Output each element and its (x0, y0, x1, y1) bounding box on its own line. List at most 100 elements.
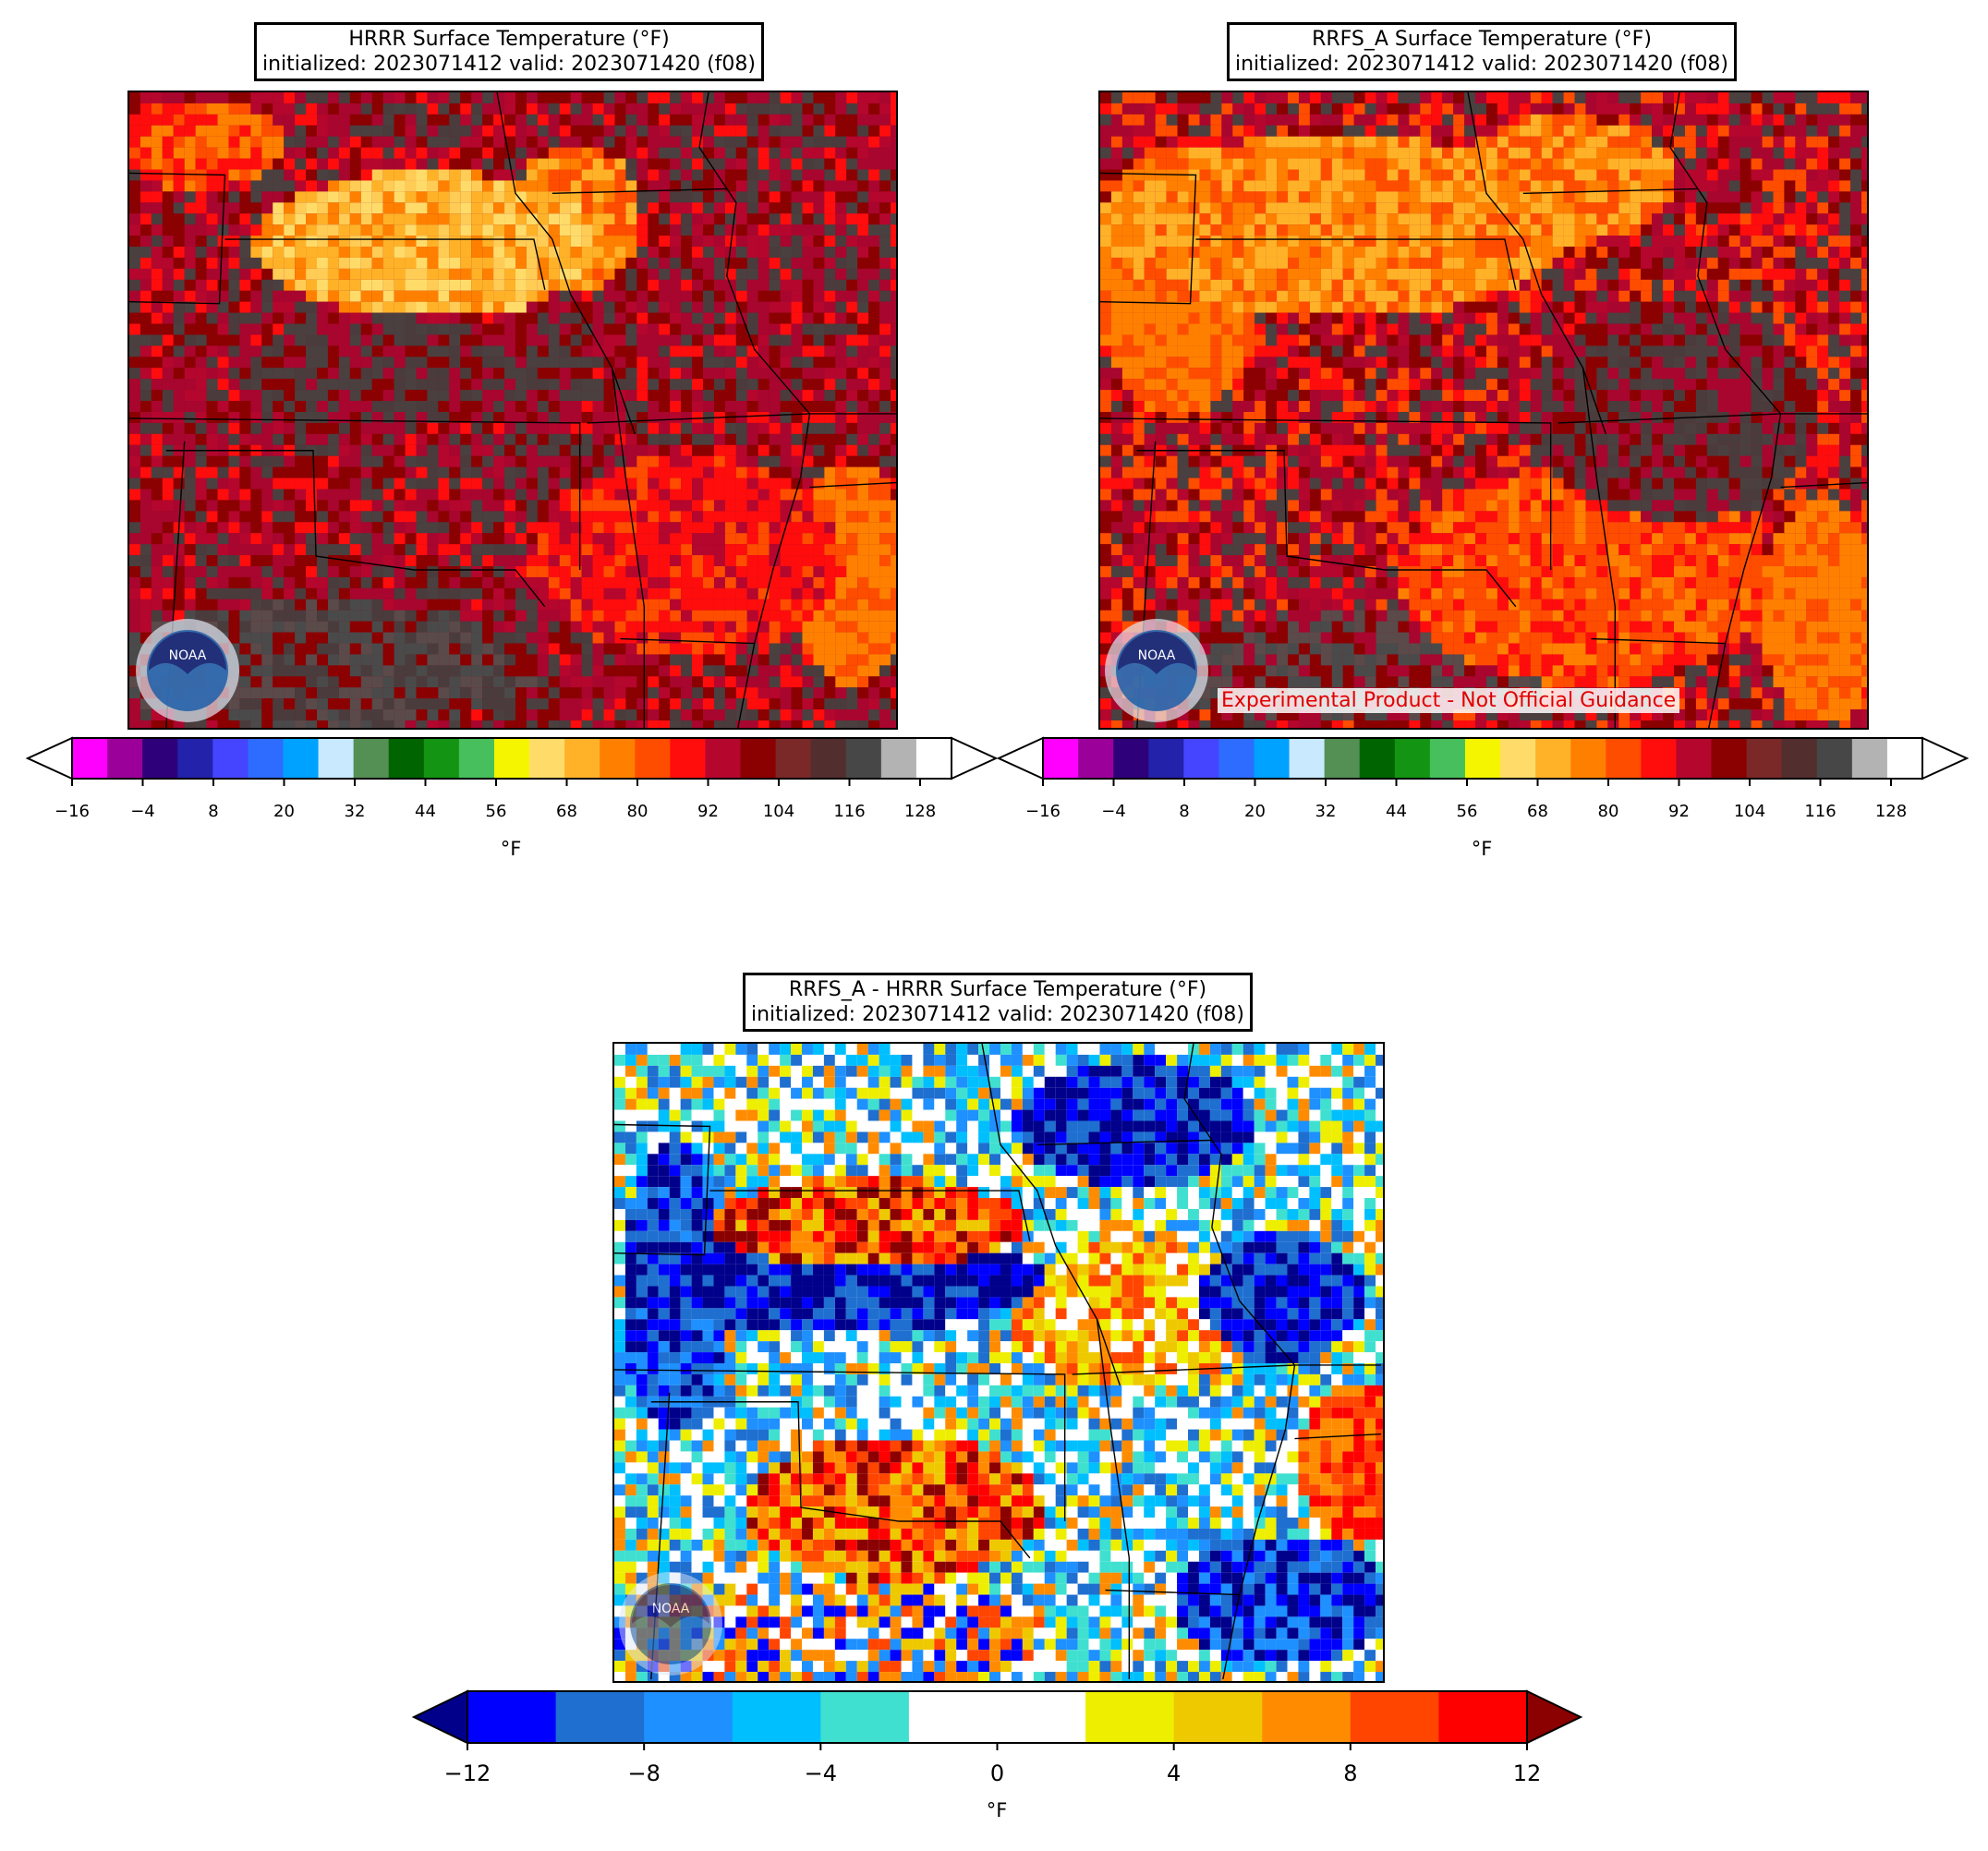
colorbar-tick-label: 32 (344, 802, 366, 821)
colorbar-bin (1350, 1691, 1439, 1743)
colorbar-bin (1113, 738, 1149, 779)
colorbar-bin (555, 1691, 645, 1743)
rrfs-title: RRFS_A Surface Temperature (°F) initiali… (1227, 22, 1737, 81)
colorbar-bin (248, 738, 284, 779)
state-boundary (1780, 481, 1867, 489)
colorbar-bin (1570, 738, 1606, 779)
colorbar-tick-label: −4 (1101, 802, 1126, 821)
colorbar-tick-label: 92 (1668, 802, 1690, 821)
colorbar-bin (564, 738, 600, 779)
state-boundary (809, 481, 896, 489)
colorbar-bin (493, 738, 530, 779)
colorbar-bin (1781, 738, 1818, 779)
colorbar-bin (908, 1691, 998, 1743)
colorbar-tick-label: 104 (1733, 802, 1766, 821)
state-boundary (1100, 172, 1197, 305)
colorbar-tick-label: 56 (485, 802, 507, 821)
colorbar-tick-label: 44 (1386, 802, 1407, 821)
colorbar-bin (1324, 738, 1361, 779)
colorbar-bin (353, 738, 390, 779)
colorbar-frame (71, 737, 952, 780)
colorbar-bin (1262, 1691, 1352, 1743)
colorbar-bin (1183, 738, 1219, 779)
colorbar-bin (740, 738, 777, 779)
state-boundary (1522, 188, 1698, 195)
difference-title: RRFS_A - HRRR Surface Temperature (°F) i… (743, 973, 1253, 1032)
state-boundary (737, 413, 811, 728)
rrfs-colorbar-units: °F (1471, 838, 1493, 860)
state-boundary (496, 92, 636, 435)
colorbar-tick-label: 104 (762, 802, 795, 821)
colorbar-tick-label: 20 (1244, 802, 1266, 821)
state-boundary (611, 368, 646, 728)
colorbar-bin (423, 738, 460, 779)
svg-text:NOAA: NOAA (169, 648, 207, 663)
colorbar-tick-label: −16 (1025, 802, 1061, 821)
state-boundary (1036, 1139, 1212, 1146)
colorbar-tick-label: 0 (989, 1760, 1005, 1786)
colorbar-bin (1886, 738, 1923, 779)
difference-map (612, 1042, 1385, 1683)
state-boundary (129, 172, 226, 305)
colorbar-over-arrow (1526, 1689, 1583, 1745)
colorbar-bin (1289, 738, 1326, 779)
hrrr-colorbar-units: °F (500, 838, 522, 860)
state-boundary (1183, 1044, 1295, 1366)
colorbar-tick-label: 80 (626, 802, 649, 821)
colorbar-bin (142, 738, 178, 779)
state-boundary (1708, 413, 1782, 728)
colorbar-tick-label: 12 (1512, 1760, 1542, 1786)
colorbar-bin (1429, 738, 1466, 779)
colorbar-bin (1438, 1691, 1528, 1743)
rrfs-title-line2: initialized: 2023071412 valid: 202307142… (1235, 53, 1728, 76)
noaa-logo: NOAA (619, 1572, 722, 1676)
difference-colorbar-units: °F (986, 1799, 1008, 1821)
state-boundary (165, 450, 546, 608)
state-boundary (129, 417, 581, 570)
colorbar-bin (600, 738, 636, 779)
colorbar-bin (644, 1691, 733, 1743)
colorbar-tick-label: 80 (1597, 802, 1619, 821)
state-boundary (552, 188, 727, 195)
colorbar-under-arrow (25, 736, 73, 780)
state-boundary (1222, 1364, 1296, 1680)
colorbar-over-arrow (951, 736, 999, 780)
field-cells (614, 1044, 1383, 1681)
colorbar-bin (1816, 738, 1853, 779)
colorbar-tick-label: −16 (55, 802, 90, 821)
state-boundary (1467, 92, 1607, 435)
hrrr-title: HRRR Surface Temperature (°F) initialize… (254, 22, 764, 81)
state-boundary (1100, 417, 1552, 570)
state-boundary (224, 238, 546, 290)
state-boundary (1105, 1589, 1240, 1596)
hrrr-temperature-map (127, 91, 898, 730)
colorbar-bin (1535, 738, 1571, 779)
colorbar-tick-label: 8 (1179, 802, 1190, 821)
colorbar-tick-label: 116 (1804, 802, 1836, 821)
state-boundary (1294, 1433, 1382, 1440)
colorbar-tick-label: 20 (273, 802, 295, 821)
colorbar-tick-label: 128 (903, 802, 937, 821)
difference-colorbar (411, 1689, 1583, 1750)
hrrr-title-line2: initialized: 2023071412 valid: 202307142… (262, 53, 756, 76)
difference-title-line2: initialized: 2023071412 valid: 202307142… (751, 1003, 1244, 1026)
colorbar-bin (635, 738, 671, 779)
state-boundary (620, 637, 755, 645)
colorbar-frame (1042, 737, 1923, 780)
colorbar-bin (388, 738, 425, 779)
state-boundary (1591, 637, 1726, 645)
colorbar-bin (820, 1691, 910, 1743)
colorbar-bin (1359, 738, 1396, 779)
colorbar-bin (1254, 738, 1291, 779)
state-boundary (614, 1369, 1066, 1522)
colorbar-bin (1500, 738, 1536, 779)
colorbar-bin (915, 738, 952, 779)
colorbar-bin (810, 738, 847, 779)
noaa-logo: NOAA (136, 619, 239, 722)
colorbar-bin (318, 738, 355, 779)
colorbar-bin (529, 738, 565, 779)
colorbar-tick-label: −4 (804, 1760, 838, 1786)
colorbar-bin (997, 1691, 1086, 1743)
hrrr-colorbar (25, 736, 999, 786)
colorbar-bin (1746, 738, 1783, 779)
